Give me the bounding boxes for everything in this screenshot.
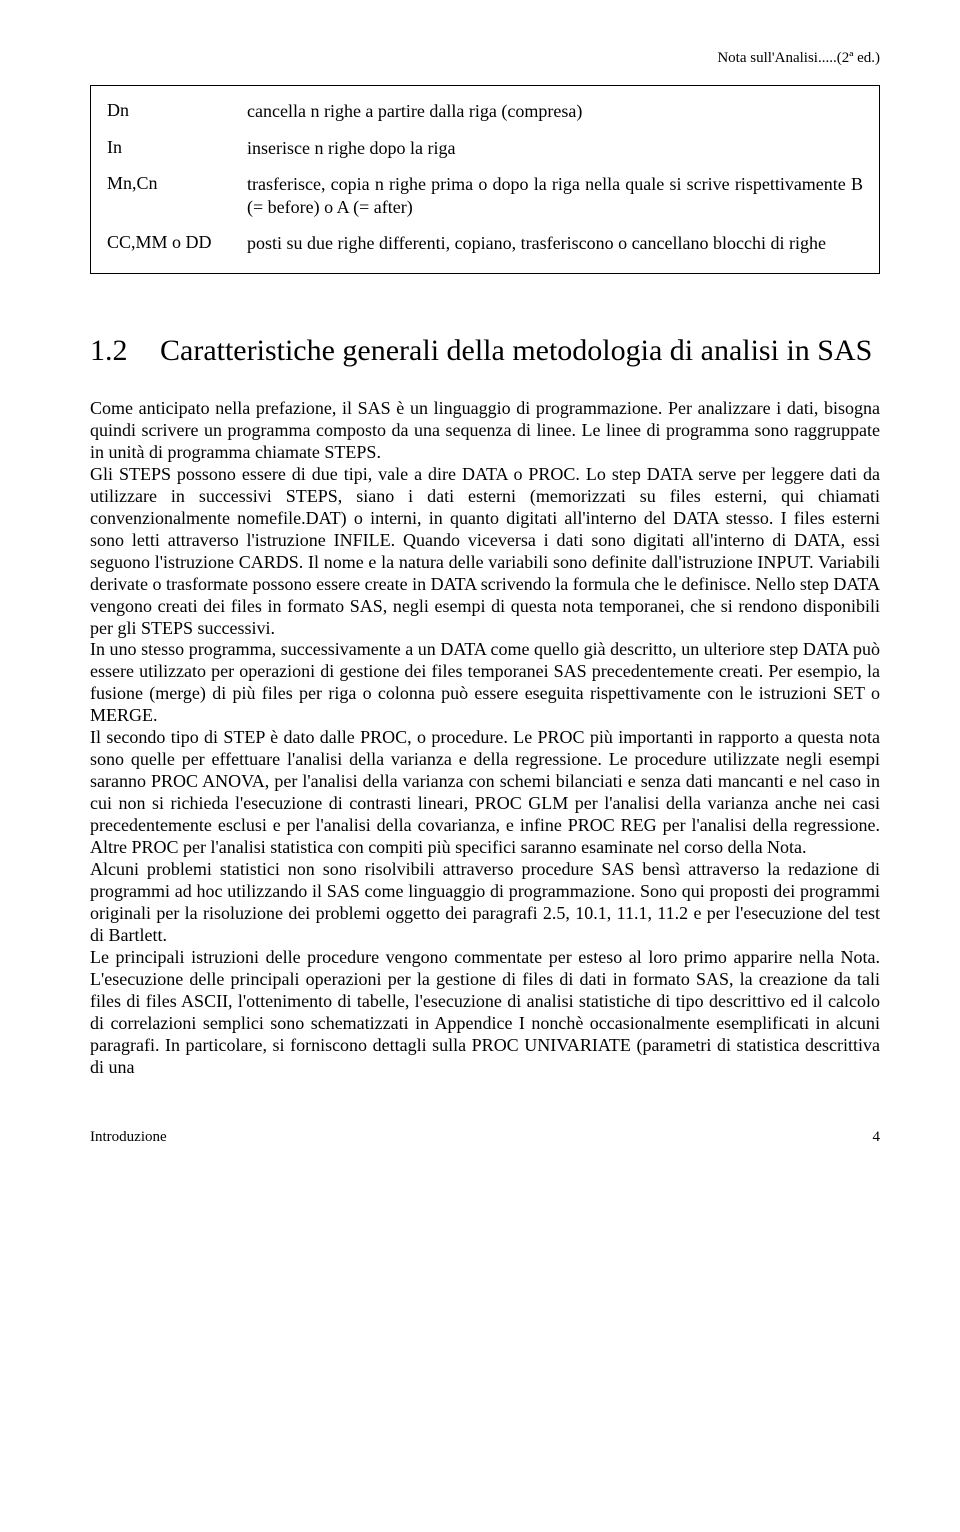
definitions-box: Dn cancella n righe a partire dalla riga… [90,85,880,274]
row-description: inserisce n righe dopo la riga [247,137,455,160]
footer-page-number: 4 [873,1129,881,1146]
table-row: Mn,Cn trasferisce, copia n righe prima o… [107,173,863,218]
paragraph: Come anticipato nella prefazione, il SAS… [90,398,880,464]
paragraph: Le principali istruzioni delle procedure… [90,947,880,1079]
paragraph: In uno stesso programma, successivamente… [90,639,880,727]
section-title: Caratteristiche generali della metodolog… [160,334,880,369]
row-label: CC,MM o DD [107,232,247,255]
paragraph: Il secondo tipo di STEP è dato dalle PRO… [90,727,880,859]
section-heading: 1.2 Caratteristiche generali della metod… [90,334,880,369]
table-row: In inserisce n righe dopo la riga [107,137,863,160]
header-note: Nota sull'Analisi.....(2ª ed.) [90,50,880,67]
row-description: posti su due righe differenti, copiano, … [247,232,826,255]
paragraph: Gli STEPS possono essere di due tipi, va… [90,464,880,640]
body-text: Come anticipato nella prefazione, il SAS… [90,398,880,1079]
row-label: Mn,Cn [107,173,247,218]
paragraph: Alcuni problemi statistici non sono riso… [90,859,880,947]
section-number: 1.2 [90,334,160,369]
footer-left: Introduzione [90,1129,167,1146]
row-label: In [107,137,247,160]
row-description: cancella n righe a partire dalla riga (c… [247,100,582,123]
row-label: Dn [107,100,247,123]
table-row: CC,MM o DD posti su due righe differenti… [107,232,863,255]
row-description: trasferisce, copia n righe prima o dopo … [247,173,863,218]
page-footer: Introduzione 4 [90,1129,880,1146]
table-row: Dn cancella n righe a partire dalla riga… [107,100,863,123]
